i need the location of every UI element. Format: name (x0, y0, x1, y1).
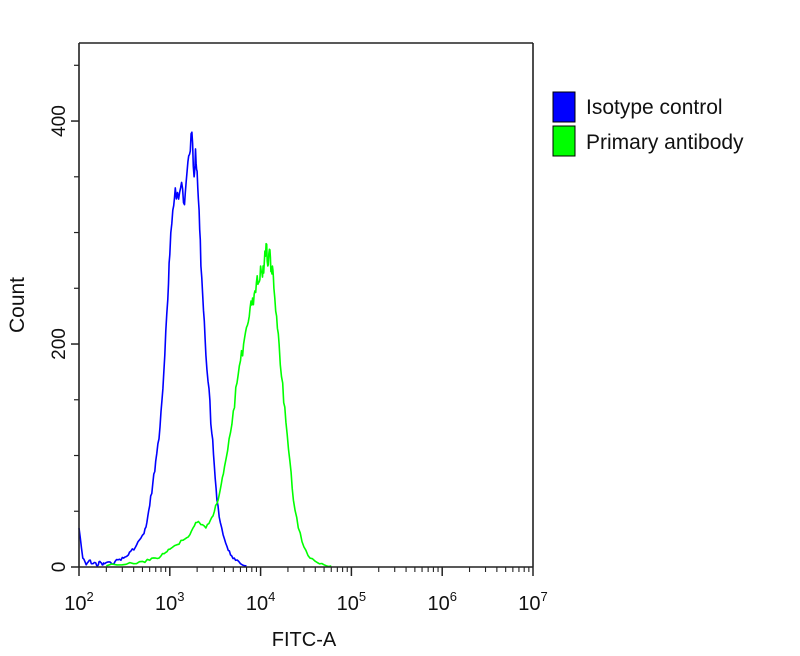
x-tick-label: 104 (246, 589, 275, 615)
x-axis-ticks: 102 103 104 105 106 107 (64, 567, 548, 615)
x-tick-label: 103 (155, 589, 184, 615)
x-axis-label: FITC-A (272, 629, 337, 651)
y-tick-label: 400 (49, 105, 70, 137)
series-line-isotype-control (78, 131, 247, 567)
legend-label-isotype-control: Isotype control (586, 96, 723, 119)
plot-area (79, 43, 533, 567)
x-tick-label: 105 (337, 589, 366, 615)
legend-swatch-primary-antibody (552, 125, 576, 157)
y-tick-label: 200 (49, 328, 70, 360)
x-tick-label: 102 (64, 589, 93, 615)
series-line-primary-antibody (106, 242, 332, 568)
legend: Isotype control Primary antibody (552, 91, 744, 157)
y-axis-ticks: 0 200 400 (49, 64, 79, 573)
x-tick-label: 107 (518, 589, 547, 615)
y-tick-label: 0 (49, 562, 70, 573)
x-tick-label: 106 (427, 589, 456, 615)
y-axis-label: Count (6, 277, 29, 333)
legend-label-primary-antibody: Primary antibody (586, 131, 744, 154)
legend-swatch-isotype-control (552, 91, 576, 123)
series-layer (78, 131, 332, 568)
